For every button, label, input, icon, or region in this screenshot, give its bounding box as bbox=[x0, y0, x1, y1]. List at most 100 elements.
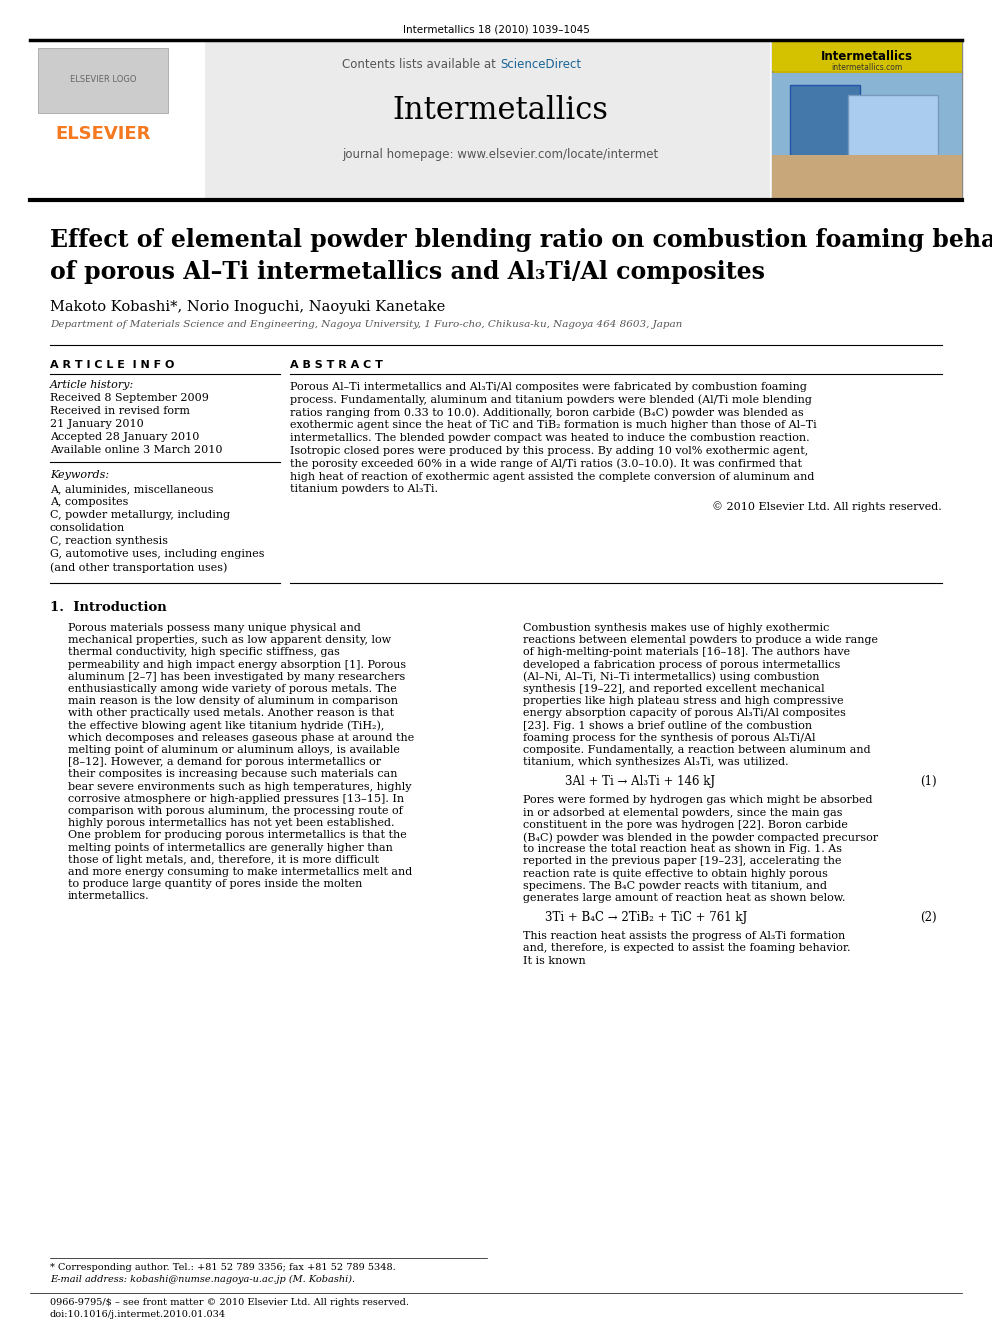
Text: Intermetallics: Intermetallics bbox=[821, 50, 913, 64]
Text: intermetallics.com: intermetallics.com bbox=[831, 64, 903, 71]
Text: A B S T R A C T: A B S T R A C T bbox=[290, 360, 383, 370]
Text: 0966-9795/$ – see front matter © 2010 Elsevier Ltd. All rights reserved.: 0966-9795/$ – see front matter © 2010 El… bbox=[50, 1298, 409, 1307]
Text: process. Fundamentally, aluminum and titanium powders were blended (Al/Ti mole b: process. Fundamentally, aluminum and tit… bbox=[290, 394, 811, 405]
Text: journal homepage: www.elsevier.com/locate/intermet: journal homepage: www.elsevier.com/locat… bbox=[342, 148, 658, 161]
Text: exothermic agent since the heat of TiC and TiB₂ formation is much higher than th: exothermic agent since the heat of TiC a… bbox=[290, 421, 816, 430]
Text: Article history:: Article history: bbox=[50, 380, 134, 390]
Text: intermetallics. The blended powder compact was heated to induce the combustion r: intermetallics. The blended powder compa… bbox=[290, 433, 809, 443]
Text: Isotropic closed pores were produced by this process. By adding 10 vol% exotherm: Isotropic closed pores were produced by … bbox=[290, 446, 808, 456]
FancyBboxPatch shape bbox=[772, 155, 962, 198]
Text: highly porous intermetallics has not yet been established.: highly porous intermetallics has not yet… bbox=[68, 818, 395, 828]
Text: Keywords:: Keywords: bbox=[50, 470, 109, 480]
Text: the effective blowing agent like titanium hydride (TiH₂),: the effective blowing agent like titaniu… bbox=[68, 721, 384, 732]
Text: to increase the total reaction heat as shown in Fig. 1. As: to increase the total reaction heat as s… bbox=[523, 844, 842, 855]
Text: Porous materials possess many unique physical and: Porous materials possess many unique phy… bbox=[68, 623, 361, 632]
Text: corrosive atmosphere or high-applied pressures [13–15]. In: corrosive atmosphere or high-applied pre… bbox=[68, 794, 404, 804]
Text: reported in the previous paper [19–23], accelerating the: reported in the previous paper [19–23], … bbox=[523, 856, 841, 867]
FancyBboxPatch shape bbox=[772, 41, 962, 71]
Text: mechanical properties, such as low apparent density, low: mechanical properties, such as low appar… bbox=[68, 635, 391, 646]
Text: Department of Materials Science and Engineering, Nagoya University, 1 Furo-cho, : Department of Materials Science and Engi… bbox=[50, 320, 682, 329]
Text: properties like high plateau stress and high compressive: properties like high plateau stress and … bbox=[523, 696, 843, 706]
Text: melting points of intermetallics are generally higher than: melting points of intermetallics are gen… bbox=[68, 843, 393, 852]
Text: doi:10.1016/j.intermet.2010.01.034: doi:10.1016/j.intermet.2010.01.034 bbox=[50, 1310, 226, 1319]
Text: G, automotive uses, including engines: G, automotive uses, including engines bbox=[50, 549, 265, 560]
Text: of high-melting-point materials [16–18]. The authors have: of high-melting-point materials [16–18].… bbox=[523, 647, 850, 658]
Text: of porous Al–Ti intermetallics and Al₃Ti/Al composites: of porous Al–Ti intermetallics and Al₃Ti… bbox=[50, 261, 765, 284]
Text: Accepted 28 January 2010: Accepted 28 January 2010 bbox=[50, 433, 199, 442]
Text: energy absorption capacity of porous Al₃Ti/Al composites: energy absorption capacity of porous Al₃… bbox=[523, 708, 846, 718]
Text: and, therefore, is expected to assist the foaming behavior.: and, therefore, is expected to assist th… bbox=[523, 943, 850, 954]
Text: titanium powders to Al₃Ti.: titanium powders to Al₃Ti. bbox=[290, 484, 438, 495]
Text: This reaction heat assists the progress of Al₃Ti formation: This reaction heat assists the progress … bbox=[523, 931, 845, 941]
Text: C, powder metallurgy, including: C, powder metallurgy, including bbox=[50, 509, 230, 520]
Text: to produce large quantity of pores inside the molten: to produce large quantity of pores insid… bbox=[68, 880, 362, 889]
Text: C, reaction synthesis: C, reaction synthesis bbox=[50, 536, 168, 546]
Text: enthusiastically among wide variety of porous metals. The: enthusiastically among wide variety of p… bbox=[68, 684, 397, 695]
Text: main reason is the low density of aluminum in comparison: main reason is the low density of alumin… bbox=[68, 696, 398, 706]
Text: their composites is increasing because such materials can: their composites is increasing because s… bbox=[68, 770, 398, 779]
Text: titanium, which synthesizes Al₃Ti, was utilized.: titanium, which synthesizes Al₃Ti, was u… bbox=[523, 757, 789, 767]
Text: (1): (1) bbox=[921, 775, 937, 789]
Text: (and other transportation uses): (and other transportation uses) bbox=[50, 562, 227, 573]
FancyBboxPatch shape bbox=[772, 73, 962, 183]
Text: Intermetallics: Intermetallics bbox=[392, 95, 608, 126]
Text: 3Ti + B₄C → 2TiB₂ + TiC + 761 kJ: 3Ti + B₄C → 2TiB₂ + TiC + 761 kJ bbox=[545, 912, 747, 925]
Text: the porosity exceeded 60% in a wide range of Al/Ti ratios (3.0–10.0). It was con: the porosity exceeded 60% in a wide rang… bbox=[290, 459, 802, 470]
Text: intermetallics.: intermetallics. bbox=[68, 892, 150, 901]
Text: ScienceDirect: ScienceDirect bbox=[500, 58, 581, 71]
Text: E-mail address: kobashi@numse.nagoya-u.ac.jp (M. Kobashi).: E-mail address: kobashi@numse.nagoya-u.a… bbox=[50, 1275, 355, 1285]
Text: foaming process for the synthesis of porous Al₃Ti/Al: foaming process for the synthesis of por… bbox=[523, 733, 815, 742]
Text: Porous Al–Ti intermetallics and Al₃Ti/Al composites were fabricated by combustio: Porous Al–Ti intermetallics and Al₃Ti/Al… bbox=[290, 382, 806, 392]
FancyBboxPatch shape bbox=[790, 85, 860, 165]
Text: which decomposes and releases gaseous phase at around the: which decomposes and releases gaseous ph… bbox=[68, 733, 415, 742]
Text: generates large amount of reaction heat as shown below.: generates large amount of reaction heat … bbox=[523, 893, 845, 904]
FancyBboxPatch shape bbox=[848, 95, 938, 160]
Text: A, aluminides, miscellaneous: A, aluminides, miscellaneous bbox=[50, 484, 213, 493]
Text: consolidation: consolidation bbox=[50, 523, 125, 533]
Text: and more energy consuming to make intermetallics melt and: and more energy consuming to make interm… bbox=[68, 867, 413, 877]
Text: One problem for producing porous intermetallics is that the: One problem for producing porous interme… bbox=[68, 831, 407, 840]
Text: reaction rate is quite effective to obtain highly porous: reaction rate is quite effective to obta… bbox=[523, 869, 828, 878]
Text: with other practically used metals. Another reason is that: with other practically used metals. Anot… bbox=[68, 708, 394, 718]
FancyBboxPatch shape bbox=[772, 41, 962, 198]
Text: 1.  Introduction: 1. Introduction bbox=[50, 601, 167, 614]
Text: synthesis [19–22], and reported excellent mechanical: synthesis [19–22], and reported excellen… bbox=[523, 684, 824, 695]
Text: melting point of aluminum or aluminum alloys, is available: melting point of aluminum or aluminum al… bbox=[68, 745, 400, 755]
Text: Received in revised form: Received in revised form bbox=[50, 406, 190, 415]
Text: Pores were formed by hydrogen gas which might be absorbed: Pores were formed by hydrogen gas which … bbox=[523, 795, 873, 806]
Text: (Al–Ni, Al–Ti, Ni–Ti intermetallics) using combustion: (Al–Ni, Al–Ti, Ni–Ti intermetallics) usi… bbox=[523, 672, 819, 683]
Text: aluminum [2–7] has been investigated by many researchers: aluminum [2–7] has been investigated by … bbox=[68, 672, 406, 681]
Text: specimens. The B₄C powder reacts with titanium, and: specimens. The B₄C powder reacts with ti… bbox=[523, 881, 827, 890]
Text: constituent in the pore was hydrogen [22]. Boron carbide: constituent in the pore was hydrogen [22… bbox=[523, 820, 848, 830]
Text: A R T I C L E  I N F O: A R T I C L E I N F O bbox=[50, 360, 175, 370]
Text: A, composites: A, composites bbox=[50, 497, 128, 507]
Text: (2): (2) bbox=[921, 912, 937, 925]
Text: ratios ranging from 0.33 to 10.0). Additionally, boron carbide (B₄C) powder was : ratios ranging from 0.33 to 10.0). Addit… bbox=[290, 407, 804, 418]
Text: Available online 3 March 2010: Available online 3 March 2010 bbox=[50, 445, 222, 455]
Text: Intermetallics 18 (2010) 1039–1045: Intermetallics 18 (2010) 1039–1045 bbox=[403, 25, 589, 34]
Text: developed a fabrication process of porous intermetallics: developed a fabrication process of porou… bbox=[523, 660, 840, 669]
Text: Makoto Kobashi*, Norio Inoguchi, Naoyuki Kanetake: Makoto Kobashi*, Norio Inoguchi, Naoyuki… bbox=[50, 300, 445, 314]
FancyBboxPatch shape bbox=[30, 41, 205, 198]
Text: in or adsorbed at elemental powders, since the main gas: in or adsorbed at elemental powders, sin… bbox=[523, 807, 842, 818]
FancyBboxPatch shape bbox=[38, 48, 168, 112]
Text: composite. Fundamentally, a reaction between aluminum and: composite. Fundamentally, a reaction bet… bbox=[523, 745, 871, 755]
Text: Effect of elemental powder blending ratio on combustion foaming behavior: Effect of elemental powder blending rati… bbox=[50, 228, 992, 251]
Text: [23]. Fig. 1 shows a brief outline of the combustion: [23]. Fig. 1 shows a brief outline of th… bbox=[523, 721, 812, 730]
Text: those of light metals, and, therefore, it is more difficult: those of light metals, and, therefore, i… bbox=[68, 855, 379, 865]
Text: reactions between elemental powders to produce a wide range: reactions between elemental powders to p… bbox=[523, 635, 878, 646]
Text: Received 8 September 2009: Received 8 September 2009 bbox=[50, 393, 209, 404]
Text: ELSEVIER: ELSEVIER bbox=[56, 124, 151, 143]
Text: © 2010 Elsevier Ltd. All rights reserved.: © 2010 Elsevier Ltd. All rights reserved… bbox=[712, 501, 942, 512]
Text: comparison with porous aluminum, the processing route of: comparison with porous aluminum, the pro… bbox=[68, 806, 403, 816]
Text: Combustion synthesis makes use of highly exothermic: Combustion synthesis makes use of highly… bbox=[523, 623, 829, 632]
Text: 3Al + Ti → Al₃Ti + 146 kJ: 3Al + Ti → Al₃Ti + 146 kJ bbox=[565, 775, 715, 789]
Text: 21 January 2010: 21 January 2010 bbox=[50, 419, 144, 429]
Text: thermal conductivity, high specific stiffness, gas: thermal conductivity, high specific stif… bbox=[68, 647, 340, 658]
Text: ELSEVIER LOGO: ELSEVIER LOGO bbox=[69, 75, 136, 85]
Text: [8–12]. However, a demand for porous intermetallics or: [8–12]. However, a demand for porous int… bbox=[68, 757, 381, 767]
Text: Contents lists available at: Contents lists available at bbox=[342, 58, 500, 71]
Text: * Corresponding author. Tel.: +81 52 789 3356; fax +81 52 789 5348.: * Corresponding author. Tel.: +81 52 789… bbox=[50, 1263, 396, 1271]
FancyBboxPatch shape bbox=[30, 41, 770, 198]
Text: permeability and high impact energy absorption [1]. Porous: permeability and high impact energy abso… bbox=[68, 660, 406, 669]
